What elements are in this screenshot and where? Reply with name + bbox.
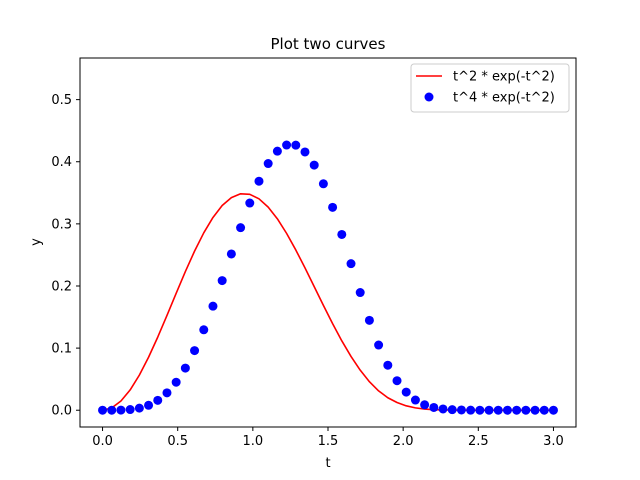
series-2-point <box>530 405 540 415</box>
x-axis-title: t <box>325 456 330 471</box>
series-2-point <box>254 176 264 186</box>
series-2-point <box>171 377 181 387</box>
x-tick-label: 2.0 <box>393 434 414 449</box>
series-2-point <box>420 400 430 410</box>
series-2-point <box>199 325 209 335</box>
y-tick-label: 0.3 <box>51 217 72 232</box>
series-2-point <box>502 405 512 415</box>
series-2-point <box>291 140 301 150</box>
y-tick-label: 0.1 <box>51 342 72 357</box>
series-2-point <box>98 405 108 415</box>
series-2-point <box>116 405 126 415</box>
series-2-point <box>539 405 549 415</box>
series-2-point <box>374 340 384 350</box>
series-2-point <box>190 346 200 356</box>
x-tick-label: 0.0 <box>92 434 113 449</box>
x-tick-label: 1.0 <box>243 434 264 449</box>
y-tick-label: 0.4 <box>51 155 72 170</box>
series-2-point <box>236 223 246 233</box>
series-2-point <box>328 202 338 212</box>
series-2-point <box>401 387 411 397</box>
x-axis: 0.0 0.5 1.0 1.5 2.0 2.5 3.0 <box>92 427 564 449</box>
series-2-point <box>466 405 476 415</box>
series-2-point <box>134 403 144 413</box>
series-2-point <box>263 159 273 169</box>
series-2-point <box>383 360 393 370</box>
legend-marker-swatch <box>424 92 434 102</box>
series-2-point <box>521 405 531 415</box>
series-2-point <box>410 395 420 405</box>
series-2-point <box>309 160 319 170</box>
y-tick-label: 0.5 <box>51 93 72 108</box>
series-2-point <box>364 315 374 325</box>
series-2-point <box>282 140 292 150</box>
series-line-1 <box>102 193 554 412</box>
series-2-point <box>162 388 172 398</box>
series-2-point <box>217 276 227 286</box>
series-2-point <box>493 405 503 415</box>
series-2-point <box>153 395 163 405</box>
x-tick-label: 2.5 <box>468 434 489 449</box>
axes-frame <box>79 57 577 428</box>
series-2-point <box>355 288 365 298</box>
series-2-point <box>208 301 218 311</box>
y-tick-label: 0.2 <box>51 279 72 294</box>
series-2-point <box>346 259 356 269</box>
series-2-point <box>475 405 485 415</box>
y-axis: 0.0 0.1 0.2 0.3 0.4 0.5 <box>51 93 80 419</box>
series-2-point <box>447 405 457 415</box>
series-2-point <box>456 405 466 415</box>
y-axis-title: y <box>29 238 44 246</box>
x-tick-label: 1.5 <box>318 434 339 449</box>
y-tick-label: 0.0 <box>51 404 72 419</box>
series-2-point <box>438 404 448 414</box>
series-2-point <box>107 405 117 415</box>
legend-box <box>410 63 570 113</box>
plot-area <box>98 140 558 415</box>
series-2-point <box>245 198 255 208</box>
series-2-point <box>548 405 558 415</box>
series-2-point <box>272 146 282 156</box>
series-2-point <box>300 147 310 157</box>
series-2-point <box>144 400 154 410</box>
x-tick-label: 0.5 <box>167 434 188 449</box>
legend-label: t^2 * exp(-t^2) <box>453 70 555 85</box>
series-2-point <box>484 405 494 415</box>
series-2-point <box>318 179 328 189</box>
series-2-point <box>337 229 347 239</box>
series-2-point <box>392 376 402 386</box>
legend: t^2 * exp(-t^2) t^4 * exp(-t^2) <box>410 63 570 113</box>
series-2-point <box>226 249 236 259</box>
legend-label: t^4 * exp(-t^2) <box>453 91 555 106</box>
series-2-point <box>180 363 190 373</box>
series-2-point <box>512 405 522 415</box>
series-2-point <box>125 405 135 415</box>
x-tick-label: 3.0 <box>543 434 564 449</box>
chart-title: Plot two curves <box>271 35 386 53</box>
series-2-point <box>429 402 439 412</box>
